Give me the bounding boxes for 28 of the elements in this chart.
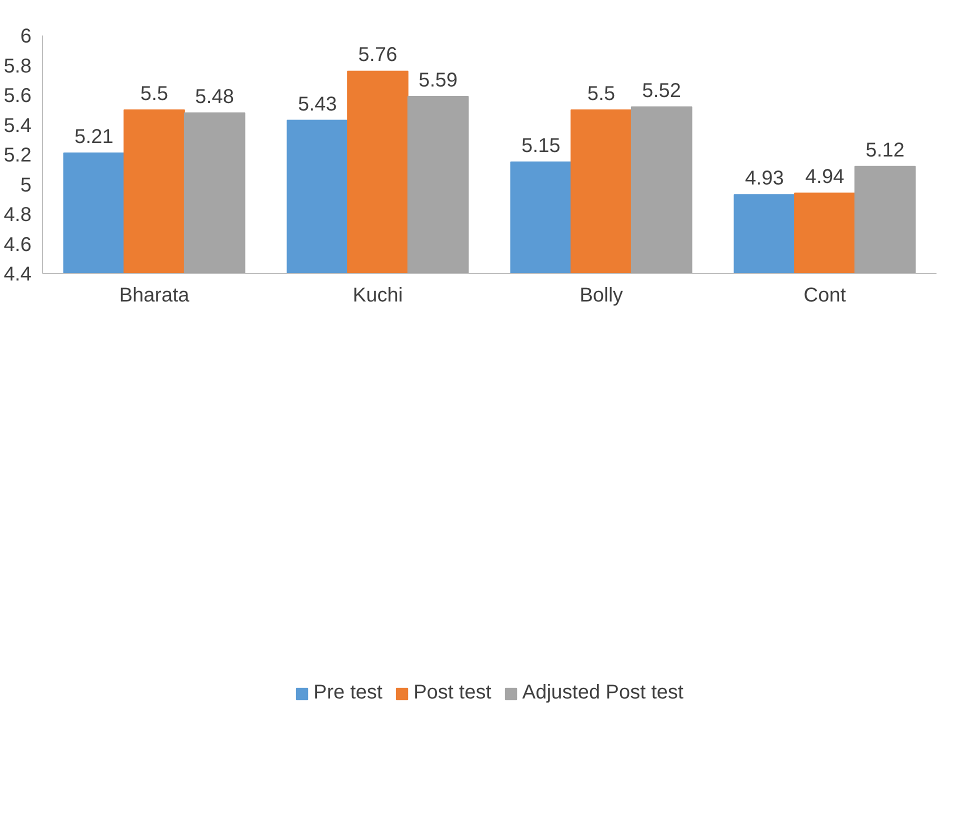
data-label: 5.52 bbox=[642, 80, 682, 102]
y-tick-label: 5.6 bbox=[4, 85, 32, 107]
x-tick-label: Cont bbox=[804, 284, 846, 306]
x-tick-label: Bharata bbox=[119, 284, 190, 306]
data-label: 5.21 bbox=[74, 126, 114, 148]
y-tick-label: 4.8 bbox=[4, 204, 32, 226]
y-tick-label: 5.4 bbox=[4, 114, 32, 137]
y-tick-label: 5 bbox=[20, 174, 32, 196]
data-label: 5.43 bbox=[298, 93, 337, 116]
y-tick-label: 4.4 bbox=[4, 264, 32, 286]
y-tick-label: 5.2 bbox=[4, 144, 32, 166]
data-label: 4.93 bbox=[744, 168, 784, 190]
data-label: 5.12 bbox=[866, 139, 905, 162]
y-tick-label: 4.6 bbox=[4, 234, 32, 256]
data-label: 5.5 bbox=[587, 82, 616, 105]
y-tick-label: 5.8 bbox=[4, 55, 32, 78]
data-label: 5.76 bbox=[358, 44, 398, 66]
x-tick-label: Bolly bbox=[580, 284, 623, 306]
legend-label: Pre test bbox=[314, 682, 382, 705]
data-label: 5.15 bbox=[521, 134, 560, 157]
legend-label: Adjusted Post test bbox=[522, 682, 684, 705]
legend-label: Post test bbox=[413, 682, 492, 705]
data-label: 5.48 bbox=[195, 86, 234, 108]
x-tick-label: Kuchi bbox=[352, 284, 403, 306]
data-label: 4.94 bbox=[805, 166, 844, 188]
y-tick-label: 6 bbox=[20, 26, 32, 48]
data-label: 5.59 bbox=[418, 69, 458, 92]
data-label: 5.5 bbox=[140, 82, 168, 105]
